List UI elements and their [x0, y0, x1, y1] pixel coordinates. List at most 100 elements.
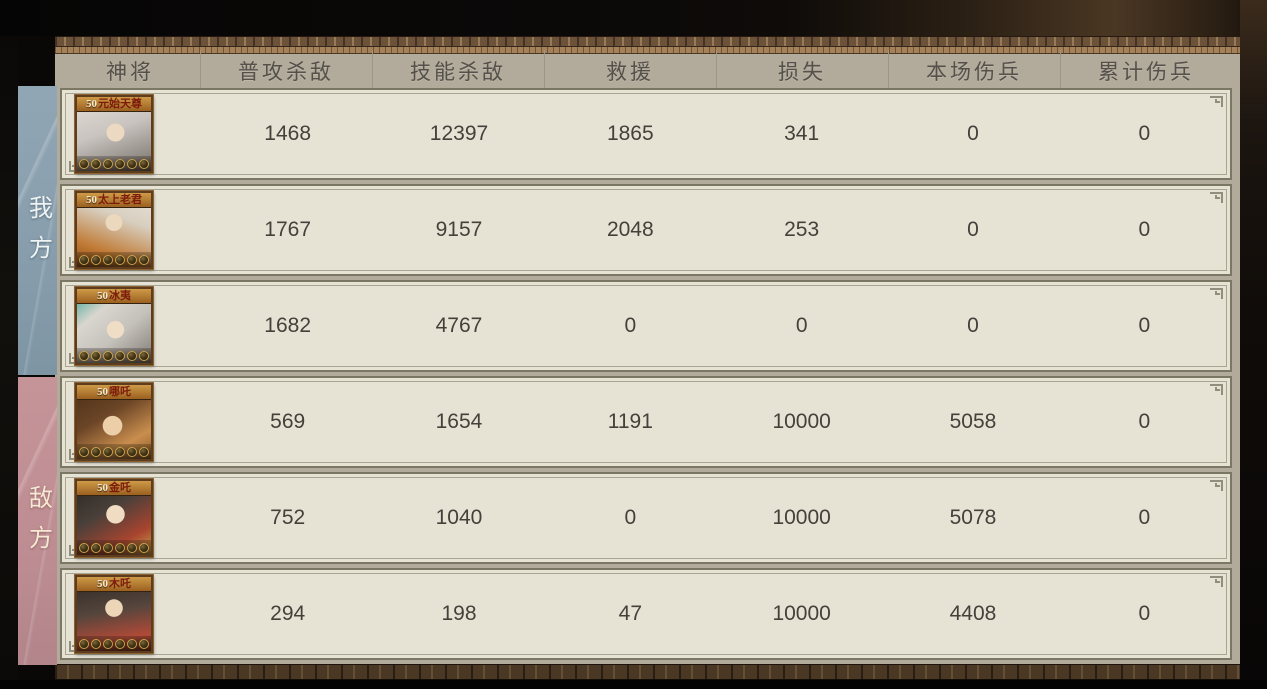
corner-scroll-icon: [1210, 192, 1223, 203]
star-coin-icon: [91, 638, 101, 649]
stat-value: 0: [967, 314, 979, 337]
star-coin-icon: [115, 158, 125, 169]
star-coin-icon: [91, 350, 101, 361]
stat-value: 0: [1138, 314, 1151, 337]
star-coin-icon: [115, 350, 125, 361]
star-coin-icon: [139, 350, 149, 361]
stat-value: 47: [618, 602, 642, 625]
column-header-rescue: 救援: [544, 50, 716, 94]
bottom-ornament-border: [55, 664, 1240, 680]
ally-side-label: 我方: [24, 194, 51, 275]
hero-portrait[interactable]: 50 哪吒: [75, 383, 153, 461]
star-coin-icon: [103, 254, 113, 265]
column-header-skill-kills: 技能杀敌: [372, 50, 544, 94]
hero-nameplate: 50 木吒: [77, 577, 151, 592]
star-coin-icon: [103, 542, 113, 553]
stat-value: 4408: [949, 602, 997, 625]
hero-nameplate: 50 冰夷: [77, 289, 151, 304]
star-row: [77, 348, 151, 363]
stat-value: 12397: [429, 122, 489, 145]
stat-value: 752: [270, 506, 306, 529]
table-row: 50 冰夷 1682 4767 0 0 0 0: [60, 280, 1232, 372]
hero-nameplate: 50 金吒: [77, 481, 151, 496]
bottom-dark-border: [0, 680, 1267, 689]
star-coin-icon: [103, 446, 113, 457]
stat-value: 0: [1138, 122, 1151, 145]
hero-portrait[interactable]: 50 木吒: [75, 575, 153, 653]
stat-value: 1191: [607, 410, 653, 433]
right-dark-border: [1240, 0, 1267, 689]
star-coin-icon: [79, 638, 89, 649]
rows: 50 元始天尊 1468 12397 1865 341 0 0 50 太上老君 1767 9…: [60, 88, 1232, 660]
star-coin-icon: [103, 350, 113, 361]
stat-value: 569: [270, 410, 306, 433]
star-coin-icon: [127, 542, 137, 553]
stat-value: 10000: [772, 506, 831, 529]
star-coin-icon: [79, 158, 89, 169]
star-coin-icon: [79, 350, 89, 361]
stat-value: 2048: [606, 218, 654, 241]
stat-value: 1468: [264, 122, 312, 145]
ally-side-strip: 我方: [18, 86, 57, 375]
hero-portrait[interactable]: 50 金吒: [75, 479, 153, 557]
stat-value: 1654: [435, 410, 483, 433]
hero-level: 50: [86, 97, 97, 110]
corner-scroll-icon: [1210, 288, 1223, 299]
stat-value: 0: [624, 314, 637, 337]
star-coin-icon: [127, 638, 137, 649]
stat-value: 0: [1138, 602, 1151, 625]
star-coin-icon: [127, 254, 137, 265]
star-coin-icon: [79, 446, 89, 457]
star-coin-icon: [115, 446, 125, 457]
star-coin-icon: [139, 158, 149, 169]
star-coin-icon: [127, 350, 137, 361]
stat-value: 0: [967, 218, 979, 241]
hero-level: 50: [97, 385, 108, 398]
top-dark-border: [0, 0, 1267, 36]
star-coin-icon: [91, 254, 101, 265]
hero-portrait[interactable]: 50 元始天尊: [75, 95, 153, 173]
hero-name: 太上老君: [98, 193, 142, 206]
hero-level: 50: [97, 289, 108, 302]
enemy-side-strip: 敌方: [18, 377, 57, 665]
stat-value: 0: [967, 122, 979, 145]
star-row: [77, 540, 151, 555]
stat-value: 5078: [949, 506, 997, 529]
hero-name: 哪吒: [109, 385, 131, 398]
table-row: 50 哪吒 569 1654 1191 10000 5058 0: [60, 376, 1232, 468]
stat-value: 4767: [435, 314, 483, 337]
corner-scroll-icon: [1210, 384, 1223, 395]
table-row: 50 太上老君 1767 9157 2048 253 0 0: [60, 184, 1232, 276]
star-coin-icon: [79, 254, 89, 265]
star-coin-icon: [139, 638, 149, 649]
stat-value: 0: [1138, 410, 1151, 433]
stat-value: 0: [624, 506, 637, 529]
table-row: 50 元始天尊 1468 12397 1865 341 0 0: [60, 88, 1232, 180]
stat-value: 1040: [435, 506, 483, 529]
star-row: [77, 444, 151, 459]
hero-level: 50: [97, 577, 108, 590]
stat-value: 1767: [264, 218, 312, 241]
stat-value: 253: [784, 218, 820, 241]
column-header-battle-wounded: 本场伤兵: [888, 50, 1060, 94]
hero-portrait[interactable]: 50 冰夷: [75, 287, 153, 365]
star-coin-icon: [127, 446, 137, 457]
column-header-total-wounded: 累计伤兵: [1060, 50, 1232, 94]
column-header-loss: 损失: [716, 50, 888, 94]
hero-nameplate: 50 哪吒: [77, 385, 151, 400]
hero-portrait[interactable]: 50 太上老君: [75, 191, 153, 269]
star-coin-icon: [115, 542, 125, 553]
stat-value: 1682: [264, 314, 312, 337]
stat-value: 1865: [606, 122, 654, 145]
hero-name: 元始天尊: [98, 97, 142, 110]
star-coin-icon: [139, 446, 149, 457]
corner-scroll-icon: [1210, 96, 1223, 107]
enemy-side-label: 敌方: [24, 485, 51, 565]
star-row: [77, 252, 151, 267]
top-ornament-border: [55, 36, 1240, 47]
stat-value: 294: [270, 602, 306, 625]
star-row: [77, 636, 151, 651]
stat-value: 10000: [772, 602, 831, 625]
star-coin-icon: [91, 158, 101, 169]
